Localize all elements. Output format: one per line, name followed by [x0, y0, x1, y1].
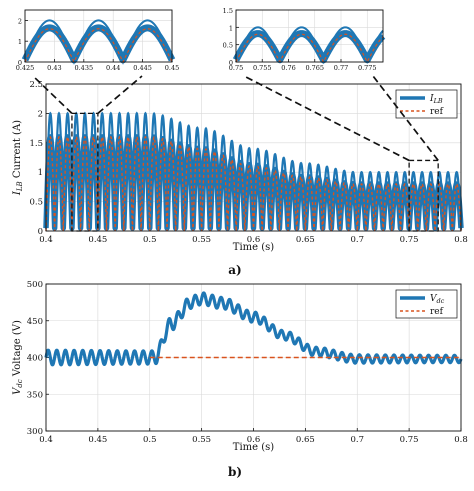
chart-a-inset-2-frame	[235, 9, 384, 63]
y-tick-label: 2.5	[29, 80, 43, 90]
x-tick-label: 0.45	[88, 235, 107, 245]
y-tick-label: 2	[38, 109, 43, 119]
connector-2-left	[243, 75, 410, 162]
x-tick-label: 0.5	[143, 235, 157, 245]
x-tick-label: 0.445	[133, 64, 152, 72]
chart-b-legend: Vdc ref	[395, 289, 458, 319]
y-tick-label: 1	[38, 168, 43, 178]
chart-a-inset-1-frame	[24, 9, 173, 63]
zoom-box-2	[408, 159, 439, 232]
legend-box	[395, 89, 458, 119]
y-tick-label: 1.5	[29, 139, 43, 149]
x-tick-label: 0.55	[192, 235, 211, 245]
x-tick-label: 0.65	[296, 435, 315, 445]
x-tick-label: 0.8	[454, 435, 468, 445]
plot-area	[25, 10, 172, 62]
x-tick-label: 0.75	[229, 64, 243, 72]
y-tick-label: 1	[18, 38, 22, 46]
y-tick-label: 0	[38, 227, 43, 237]
x-tick-label: 0.6	[247, 235, 261, 245]
x-tick-label: 0.7	[350, 235, 364, 245]
chart-b-ylabel-sub: dc	[16, 379, 24, 387]
y-tick-label: 300	[27, 427, 43, 437]
x-tick-label: 0.44	[106, 64, 120, 72]
x-tick-label: 0.8	[454, 235, 468, 245]
chart-a-legend: ILB ref	[395, 89, 458, 119]
x-tick-label: 0.5	[143, 435, 157, 445]
y-tick-label: 0.5	[29, 198, 43, 208]
inset-signal-body	[232, 30, 387, 64]
chart-b-ylabel-main: V	[12, 386, 23, 395]
chart-a-ylabel-sub: LB	[16, 181, 24, 192]
x-tick-label: 0.65	[296, 235, 315, 245]
x-tick-label: 0.45	[88, 435, 107, 445]
zoom-connectors	[32, 75, 439, 162]
connector-2-right	[372, 75, 439, 161]
y-tick-label: 2	[18, 17, 22, 25]
chart-b-frame	[45, 283, 462, 432]
x-tick-label: 0.765	[305, 64, 324, 72]
chart-b-ylabel-rest: Voltage (V)	[12, 320, 23, 379]
x-tick-label: 0.6	[247, 435, 261, 445]
legend-ref-label: ref	[430, 107, 444, 117]
x-tick-label: 0.76	[281, 64, 295, 72]
connector-1-left	[32, 75, 73, 115]
inset-signal-body	[21, 24, 176, 64]
legend-box	[395, 289, 458, 319]
y-tick-label: 0	[18, 59, 22, 67]
chart-b-ylabel: Vdc Voltage (V)	[12, 320, 24, 395]
series-vdc-line	[44, 291, 463, 367]
x-tick-label: 0.755	[253, 64, 272, 72]
inset-ref-line	[24, 28, 173, 64]
inset-ref-line	[235, 33, 384, 64]
y-tick-label: 1	[229, 24, 233, 32]
chart-a-ylabel-rest: Current (A)	[12, 120, 23, 182]
zoom-box-1	[71, 112, 99, 232]
chart-b-xlabel: Time (s)	[233, 442, 274, 453]
legend-iLB-sub: LB	[433, 97, 443, 105]
x-tick-label: 0.45	[165, 64, 179, 72]
x-tick-label: 0.435	[74, 64, 93, 72]
x-tick-label: 0.43	[47, 64, 61, 72]
x-tick-label: 0.77	[334, 64, 348, 72]
y-tick-label: 400	[27, 354, 43, 364]
caption-a: a)	[228, 263, 241, 277]
x-tick-label: 0.4	[39, 435, 53, 445]
chart-b-series	[44, 291, 463, 367]
legend-vdc-sub: dc	[437, 297, 445, 305]
x-tick-label: 0.55	[192, 435, 211, 445]
chart-a-inset-2-series	[232, 26, 387, 65]
x-tick-label: 0.7	[350, 435, 364, 445]
y-tick-label: 350	[27, 390, 43, 400]
x-tick-label: 0.75	[400, 435, 419, 445]
x-tick-label: 0.4	[39, 235, 53, 245]
legend-vdc-label: Vdc	[430, 294, 445, 305]
chart-a-ylabel: ILB Current (A)	[12, 120, 24, 196]
x-tick-label: 0.75	[400, 235, 419, 245]
chart-a-inset-1-series	[21, 19, 176, 65]
y-tick-label: 0	[229, 59, 233, 67]
inset-signal-line	[235, 26, 384, 65]
chart-a-ylabel-main: I	[12, 190, 23, 196]
chart-a-xlabel: Time (s)	[233, 242, 274, 253]
x-tick-label: 0.775	[358, 64, 377, 72]
y-tick-label: 1.5	[223, 7, 233, 15]
legend-vref-label: ref	[430, 307, 444, 317]
chart-a-inset-1-axes: 0.425 0.43 0.435 0.44 0.445 0.45 0 1 2	[16, 10, 179, 72]
y-tick-label: 450	[27, 317, 43, 327]
caption-b: b)	[228, 465, 242, 479]
connector-1-right	[97, 75, 143, 115]
chart-a-frame	[45, 83, 462, 232]
y-tick-label: 500	[27, 280, 43, 290]
legend-iLB-label: ILB	[429, 94, 443, 105]
x-tick-label: 0.425	[16, 64, 35, 72]
inset-signal-line	[24, 19, 173, 65]
y-tick-label: 0.5	[223, 42, 233, 50]
